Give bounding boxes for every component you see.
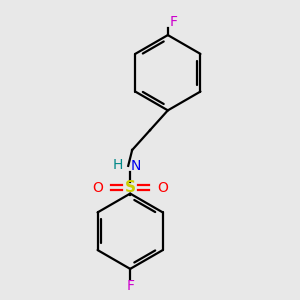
Text: F: F xyxy=(126,279,134,293)
Text: S: S xyxy=(125,180,136,195)
Text: F: F xyxy=(170,15,178,29)
Text: O: O xyxy=(93,181,104,195)
Text: O: O xyxy=(157,181,168,195)
Text: H: H xyxy=(113,158,124,172)
Text: N: N xyxy=(130,159,141,173)
